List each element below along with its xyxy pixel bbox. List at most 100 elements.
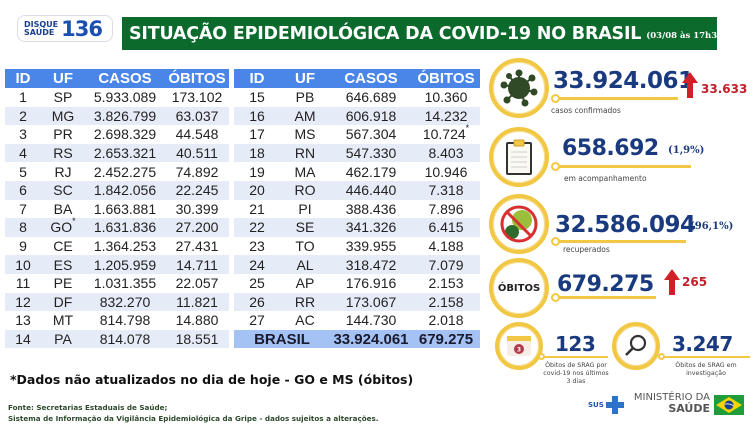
cell-casos: 3.826.799 — [85, 106, 165, 126]
cell-casos: 2.452.275 — [93, 163, 157, 180]
sus-logo: SUS — [588, 396, 624, 414]
cell-uf: TO — [295, 238, 315, 255]
cell-id: 8 — [5, 218, 41, 237]
caption-line: covid-19 nos últimos — [543, 370, 609, 377]
cell-id: 10 — [5, 255, 41, 274]
table-row: 10 ES 1.205.959 14.711 — [5, 255, 229, 274]
cross-icon — [605, 396, 624, 414]
confirmados-label: casos confirmados — [551, 106, 621, 115]
cell-obitos: 27.431 — [175, 238, 219, 255]
table-row: 22 SE 341.326 6.415 — [234, 218, 480, 237]
table-row: 16 AM 606.918 14.232 — [234, 106, 480, 126]
cell-casos: 2.653.321 — [85, 143, 165, 163]
underline-dot — [551, 94, 560, 103]
cell-id: 26 — [234, 292, 280, 312]
magnifier-icon — [625, 334, 647, 356]
cell-uf: RN — [280, 143, 330, 163]
cell-obitos: 14.232 — [412, 106, 480, 126]
cell-obitos: 7.079 — [412, 255, 480, 274]
total-casos: 33.924.061 — [330, 329, 412, 349]
source-line: Sistema de Informação da Vigilância Epid… — [8, 413, 379, 423]
acompanhamento-ring — [489, 127, 549, 187]
cell-uf: BA — [53, 200, 73, 217]
cell-obitos: 10.360 — [424, 89, 468, 106]
cell-obitos: 74.892 — [175, 163, 219, 180]
page-title: SITUAÇÃO EPIDEMIOLÓGICA DA COVID-19 NO B… — [129, 23, 642, 44]
cell-uf: RJ — [54, 163, 72, 180]
cell-casos: 1.031.355 — [93, 275, 157, 292]
cell-uf: DF — [41, 292, 85, 312]
disque-number: 136 — [61, 16, 103, 41]
table-row: 18 RN 547.330 8.403 — [234, 143, 480, 163]
cell-id: 12 — [5, 292, 41, 312]
cell-uf: RR — [280, 292, 330, 312]
table-row: 5 RJ 2.452.275 74.892 — [5, 162, 229, 181]
cell-casos: 547.330 — [330, 143, 412, 163]
disque-saude-logo: DISQUE SAÚDE 136 — [17, 15, 113, 42]
cell-obitos: 30.399 — [175, 200, 219, 217]
confirmados-value: 33.924.061 — [553, 68, 694, 94]
cell-casos: 446.440 — [330, 180, 412, 200]
cell-id: 1 — [19, 89, 27, 106]
report-date: (03/08 às 17h30) — [646, 30, 728, 41]
sus-text: SUS — [588, 401, 604, 409]
cell-casos: 462.179 — [345, 163, 397, 180]
cell-obitos: 10.946 — [424, 163, 468, 180]
cell-uf: AC — [295, 312, 315, 329]
states-table-right: ID UF CASOS ÓBITOS 15 PB 646.689 10.360 16 AM… — [234, 69, 480, 349]
table-row: 1 SP 5.933.089 173.102 — [5, 88, 229, 107]
cell-casos: 2.698.329 — [93, 126, 157, 143]
cell-uf: AM — [280, 106, 330, 126]
cell-casos: 814.078 — [85, 329, 165, 349]
table-row: 13 MT 814.798 14.880 — [5, 311, 229, 330]
cell-casos: 173.067 — [330, 292, 412, 312]
cell-obitos: 44.548 — [175, 126, 219, 143]
cell-uf: AL — [280, 255, 330, 274]
cell-uf: SP — [53, 89, 73, 106]
cell-casos: 5.933.089 — [93, 89, 157, 106]
table-row: 21 PI 388.436 7.896 — [234, 200, 480, 219]
cell-casos: 339.955 — [345, 238, 397, 255]
cell-uf: MA — [294, 163, 316, 180]
cell-obitos: 2.018 — [428, 312, 464, 329]
table-row: 11 PE 1.031.355 22.057 — [5, 274, 229, 293]
table-row: 8 GO* 1.631.836 27.200 — [5, 216, 229, 237]
source-text: Fonte: Secretarias Estaduais de Saúde; S… — [8, 403, 379, 424]
cell-id: 27 — [249, 312, 265, 329]
col-id: ID — [234, 69, 280, 88]
cell-casos: 1.631.836 — [85, 218, 165, 237]
virus-icon — [500, 69, 538, 107]
cell-casos: 388.436 — [345, 200, 397, 217]
table-row: 26 RR 173.067 2.158 — [234, 292, 480, 312]
table-row: 24 AL 318.472 7.079 — [234, 255, 480, 274]
disque-line: DISQUE — [24, 19, 59, 29]
recuperados-pct: (96,1%) — [690, 221, 734, 232]
confirmados-ring — [489, 58, 549, 118]
table-row: 17 MS 567.304 10.724* — [234, 123, 480, 144]
cell-uf: GO* — [41, 216, 85, 237]
cell-id: 9 — [19, 238, 27, 255]
cell-id: 16 — [234, 106, 280, 126]
cell-uf: MT — [52, 312, 74, 329]
underline — [662, 356, 750, 358]
footnote: *Dados não atualizados no dia de hoje - … — [10, 372, 414, 387]
cell-uf: AP — [295, 275, 315, 292]
cell-casos: 176.916 — [345, 275, 397, 292]
cell-casos: 1.842.056 — [85, 180, 165, 200]
table-row: 3 PR 2.698.329 44.548 — [5, 125, 229, 144]
obitos-value: 679.275 — [557, 272, 654, 297]
table-row: 4 RS 2.653.321 40.511 — [5, 143, 229, 163]
underline — [542, 356, 608, 358]
asterisk-mark: * — [465, 123, 470, 134]
srag-3dias-value: 123 — [555, 332, 596, 356]
cell-id: 2 — [5, 106, 41, 126]
srag-3dias-label: Óbitos de SRAG por covid-19 nos últimos … — [538, 362, 614, 386]
cell-id: 11 — [15, 275, 31, 292]
cell-obitos: 22.245 — [165, 180, 229, 200]
cell-obitos: 7.896 — [428, 200, 464, 217]
col-obitos: ÓBITOS — [165, 69, 229, 88]
page-title-banner: SITUAÇÃO EPIDEMIOLÓGICA DA COVID-19 NO B… — [122, 17, 727, 50]
table-row: 25 AP 176.916 2.153 — [234, 274, 480, 293]
caption-line: Óbitos de SRAG por — [545, 362, 607, 369]
cell-id: 20 — [234, 180, 280, 200]
